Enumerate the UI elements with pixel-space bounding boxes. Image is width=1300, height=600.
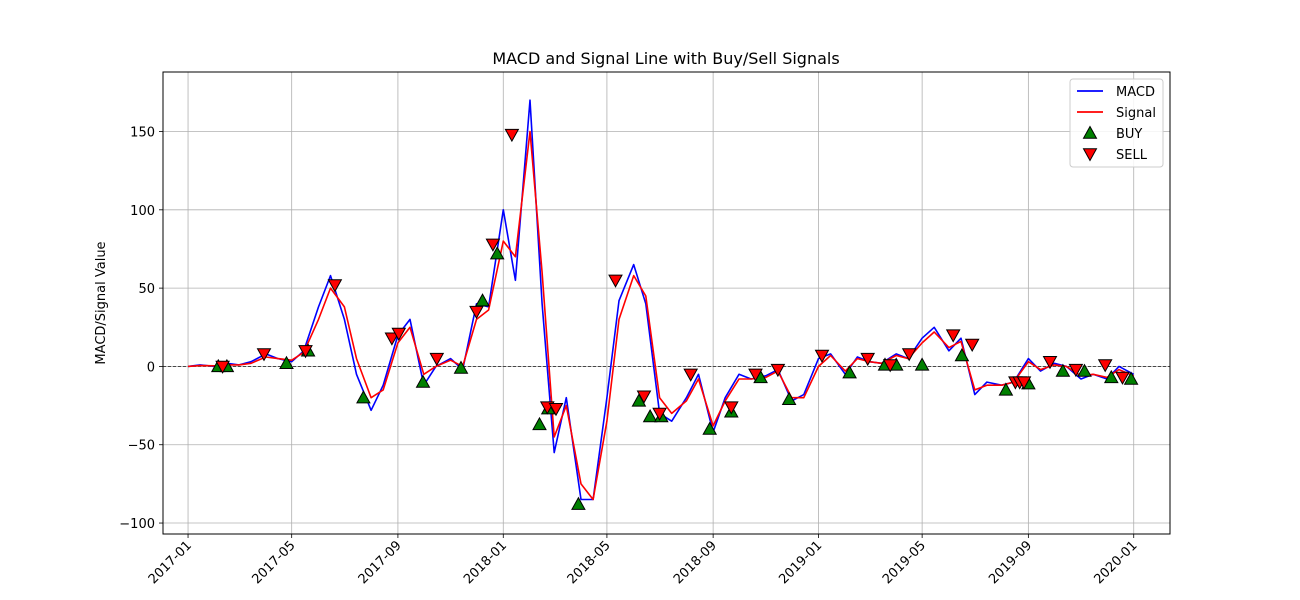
legend-label: SELL — [1116, 148, 1148, 163]
sell-marker — [256, 348, 272, 362]
series-lines — [187, 99, 1135, 501]
buy-marker — [475, 293, 490, 307]
x-tick-label: 2019-05 — [880, 538, 929, 587]
sell-marker — [723, 401, 739, 415]
sell-marker — [770, 363, 786, 378]
buy-marker — [1077, 363, 1092, 377]
buy-marker — [954, 347, 970, 362]
legend-label: MACD — [1116, 85, 1155, 100]
x-tick-label: 2020-01 — [1092, 538, 1141, 587]
x-tick-label: 2018-05 — [565, 538, 614, 587]
sell-marker — [608, 274, 623, 288]
sell-marker — [814, 349, 830, 364]
sell-marker — [1097, 359, 1113, 373]
x-tick-label: 2017-09 — [356, 538, 405, 587]
sell-marker — [384, 332, 400, 346]
sell-marker — [504, 128, 520, 143]
sell-marker — [327, 279, 343, 293]
sell-marker — [901, 348, 917, 362]
y-tick-label: −50 — [128, 439, 155, 454]
sell-marker — [945, 329, 961, 343]
buy-marker — [415, 374, 431, 388]
y-tick-label: −100 — [119, 517, 155, 532]
buy-marker — [781, 391, 797, 405]
legend-swatch-sell — [1082, 148, 1098, 162]
x-tick-label: 2018-01 — [461, 538, 510, 587]
chart-title: MACD and Signal Line with Buy/Sell Signa… — [492, 49, 839, 68]
buy-marker — [453, 360, 469, 374]
y-tick-label: 50 — [138, 282, 155, 297]
macd-line — [187, 99, 1135, 501]
y-tick-label: 0 — [147, 360, 155, 375]
buy-marker — [489, 246, 505, 260]
buy-marker — [998, 382, 1014, 396]
sell-marker — [1042, 356, 1058, 370]
sell-marker — [1115, 371, 1130, 385]
sell-marker — [964, 338, 980, 353]
sell-marker — [1068, 363, 1084, 378]
legend-label: Signal — [1116, 106, 1156, 121]
buy-marker — [702, 421, 718, 435]
x-axis-ticks: 2017-01 2017-05 2017-09 2018-01 2018-05 2018-… — [146, 534, 1141, 587]
sell-marker — [683, 368, 699, 382]
y-tick-label: 150 — [130, 126, 155, 141]
x-tick-label: 2019-09 — [986, 538, 1035, 587]
sell-marker — [1016, 376, 1032, 390]
sell-marker — [391, 327, 407, 342]
sell-marker — [748, 368, 763, 382]
signal-line — [187, 130, 1135, 501]
y-tick-label: 100 — [130, 204, 155, 219]
buy-marker — [279, 355, 294, 369]
legend: MACD Signal BUY SELL — [1069, 78, 1164, 168]
sell-marker — [469, 305, 484, 320]
x-tick-label: 2017-01 — [146, 538, 195, 587]
x-tick-label: 2018-09 — [671, 538, 720, 587]
y-axis-ticks: −100 −50 0 50 100 150 — [119, 126, 163, 532]
x-tick-label: 2017-05 — [249, 538, 298, 587]
legend-swatch-buy — [1082, 125, 1098, 139]
buy-marker — [356, 390, 371, 404]
sell-marker — [652, 407, 667, 421]
x-tick-label: 2019-01 — [776, 538, 825, 587]
sell-marker — [429, 352, 445, 367]
plot-frame — [162, 71, 1171, 535]
sell-marker — [860, 352, 876, 367]
grid — [163, 72, 1170, 534]
legend-label: BUY — [1116, 127, 1142, 142]
legend-box — [1069, 78, 1164, 168]
sell-marker — [636, 390, 652, 404]
buy-marker — [1103, 369, 1119, 384]
y-axis-label: MACD/Signal Value — [94, 241, 109, 364]
sell-marker — [548, 403, 564, 417]
signal-markers — [210, 128, 1139, 510]
buy-marker — [842, 365, 857, 379]
buy-marker — [532, 416, 547, 431]
buy-marker — [642, 408, 658, 423]
buy-marker — [571, 496, 586, 510]
buy-marker — [914, 357, 930, 371]
buy-marker — [1055, 363, 1071, 377]
sell-marker — [882, 359, 898, 373]
buy-marker — [1123, 371, 1139, 385]
sell-marker — [485, 238, 501, 252]
sell-marker — [215, 360, 230, 374]
sell-marker — [298, 345, 313, 359]
